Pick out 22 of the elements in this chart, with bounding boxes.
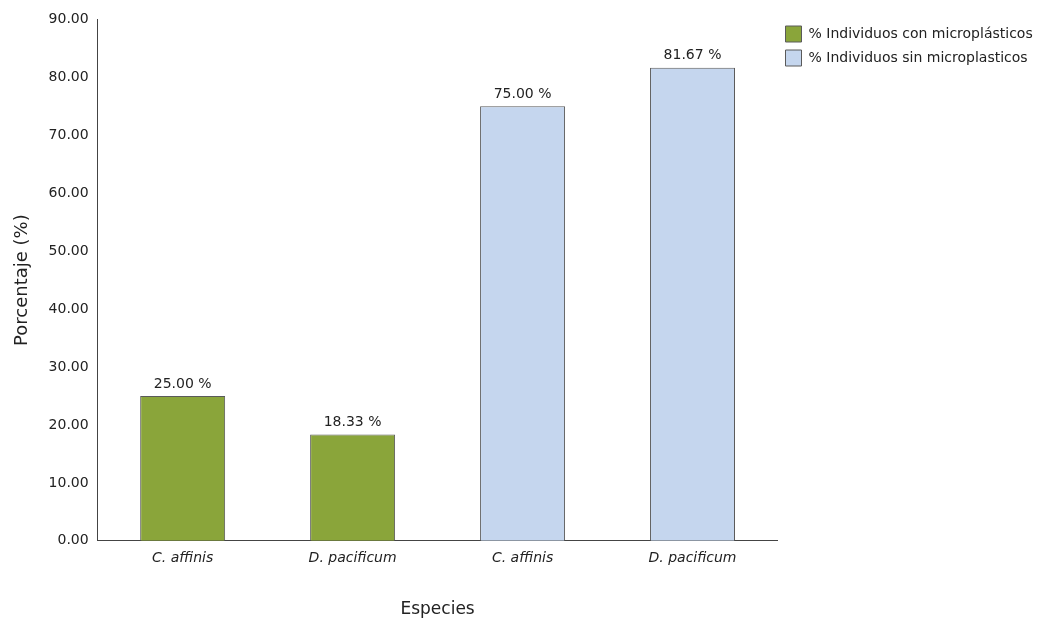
data-label: 75.00 % <box>493 84 552 101</box>
legend-label: % Individuos con microplásticos <box>808 24 1033 41</box>
x-tick-label: D. pacificum <box>308 548 397 565</box>
x-tick-label: D. pacificum <box>648 548 737 565</box>
y-tick-label: 30.00 <box>48 357 89 374</box>
y-tick-label: 70.00 <box>48 125 89 142</box>
y-tick-label: 20.00 <box>48 415 89 432</box>
data-label: 81.67 % <box>663 46 722 63</box>
y-tick-label: 90.00 <box>48 10 89 27</box>
y-axis-title: Porcentaje (%) <box>10 214 32 346</box>
x-tick-label: C. affinis <box>491 548 554 565</box>
y-tick-label: 10.00 <box>48 473 89 490</box>
data-label: 25.00 % <box>153 374 212 391</box>
y-tick-label: 80.00 <box>48 67 89 84</box>
y-tick-label: 40.00 <box>48 299 89 316</box>
x-tick-label: C. affinis <box>152 548 214 565</box>
y-tick-label: 60.00 <box>48 183 89 200</box>
y-tick-label: 0.00 <box>57 531 89 548</box>
data-label: 18.33 % <box>323 413 382 430</box>
legend-label: % Individuos sin microplasticos <box>808 48 1028 65</box>
x-axis-title: Especies <box>400 598 475 619</box>
y-tick-label: 50.00 <box>48 241 89 258</box>
